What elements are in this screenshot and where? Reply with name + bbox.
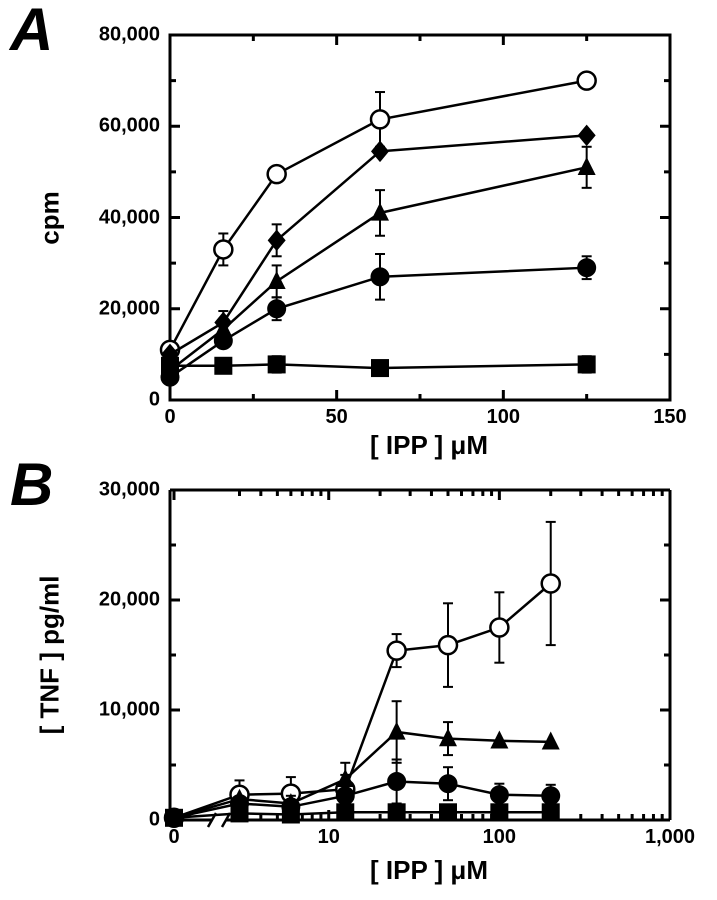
panel-a-xtick: 150 <box>653 406 686 429</box>
panel-b-xtick: 100 <box>483 826 516 849</box>
panel-a-xtick: 0 <box>164 406 175 429</box>
panel-a-ytick: 80,000 <box>90 24 160 47</box>
panel-a-ytick: 40,000 <box>90 206 160 229</box>
panel-b-ytick: 20,000 <box>90 589 160 612</box>
panel-b-ylabel: [ TNF ] pg/ml <box>35 576 66 735</box>
panel-b-xlabel: [ IPP ] μM <box>370 855 488 886</box>
panel-a-ytick: 0 <box>90 389 160 412</box>
panel-b-xtick: 0 <box>168 826 179 849</box>
panel-b-ytick: 0 <box>90 809 160 832</box>
panel-a-xtick: 100 <box>487 406 520 429</box>
panel-a-ytick: 60,000 <box>90 115 160 138</box>
panel-b-ytick: 10,000 <box>90 699 160 722</box>
panel-b-xtick: 1,000 <box>645 826 695 849</box>
panel-a-ytick: 20,000 <box>90 297 160 320</box>
panel-a-xtick: 50 <box>326 406 348 429</box>
panel-b-xtick: 10 <box>318 826 340 849</box>
panel-b-ytick: 30,000 <box>90 479 160 502</box>
figure: A cpm [ IPP ] μM B [ TNF ] pg/ml [ IPP ]… <box>0 0 717 900</box>
